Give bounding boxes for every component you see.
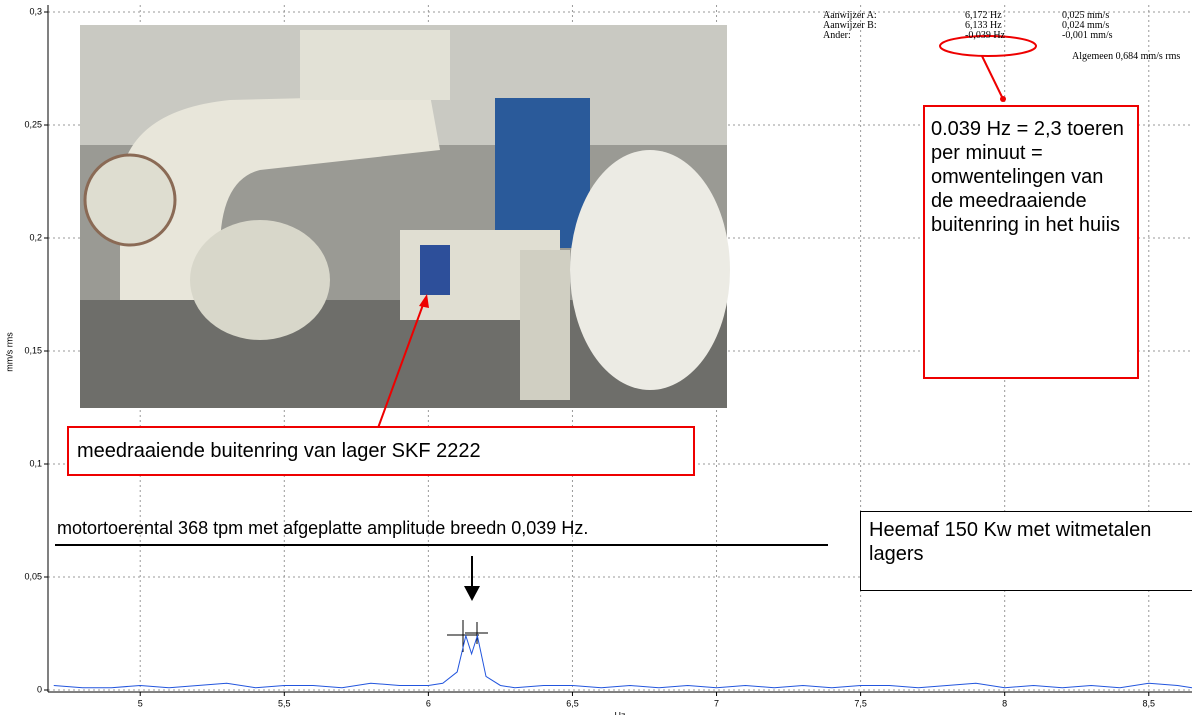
x-tick-label: 6 <box>426 698 431 708</box>
photo <box>80 25 730 408</box>
callout-line <box>982 56 1003 99</box>
cursor-readout: -0,039 Hz <box>965 30 1006 41</box>
x-axis-label: Hz <box>615 710 626 715</box>
cursor-readout: Ander: <box>823 30 851 41</box>
arrowhead <box>464 586 480 601</box>
info-box: Heemaf 150 Kw met witmetalen lagers <box>860 511 1192 591</box>
x-tick-label: 8,5 <box>1143 698 1156 708</box>
callout-dot <box>1000 96 1006 102</box>
y-tick-label: 0,3 <box>29 6 42 16</box>
callout-box: meedraaiende buitenring van lager SKF 22… <box>67 426 695 476</box>
x-tick-label: 5,5 <box>278 698 291 708</box>
annotation: motortoerental 368 tpm met afgeplatte am… <box>57 516 837 540</box>
callout-box: 0.039 Hz = 2,3 toeren per minuut = omwen… <box>923 105 1139 379</box>
overall-readout: Algemeen 0,684 mm/s rms <box>1072 51 1180 62</box>
y-tick-label: 0,2 <box>29 232 42 242</box>
y-axis-label: mm/s rms <box>4 332 14 372</box>
y-tick-label: 0,25 <box>24 119 42 129</box>
y-tick-label: 0,05 <box>24 571 42 581</box>
cursor-readout: -0,001 mm/s <box>1062 30 1113 41</box>
y-tick-label: 0 <box>37 684 42 694</box>
cursor-markers <box>447 620 488 652</box>
y-tick-label: 0,1 <box>29 458 42 468</box>
x-tick-label: 5 <box>138 698 143 708</box>
x-tick-label: 6,5 <box>566 698 579 708</box>
x-tick-label: 7,5 <box>854 698 867 708</box>
x-tick-label: 7 <box>714 698 719 708</box>
x-tick-label: 8 <box>1002 698 1007 708</box>
y-tick-label: 0,15 <box>24 345 42 355</box>
screenshot: mm/s rms Hz 0 0,05 0,1 0,15 0,2 0,25 0,3 5 5,5 6 6… <box>0 0 1192 715</box>
spectrum-line <box>54 636 1192 688</box>
